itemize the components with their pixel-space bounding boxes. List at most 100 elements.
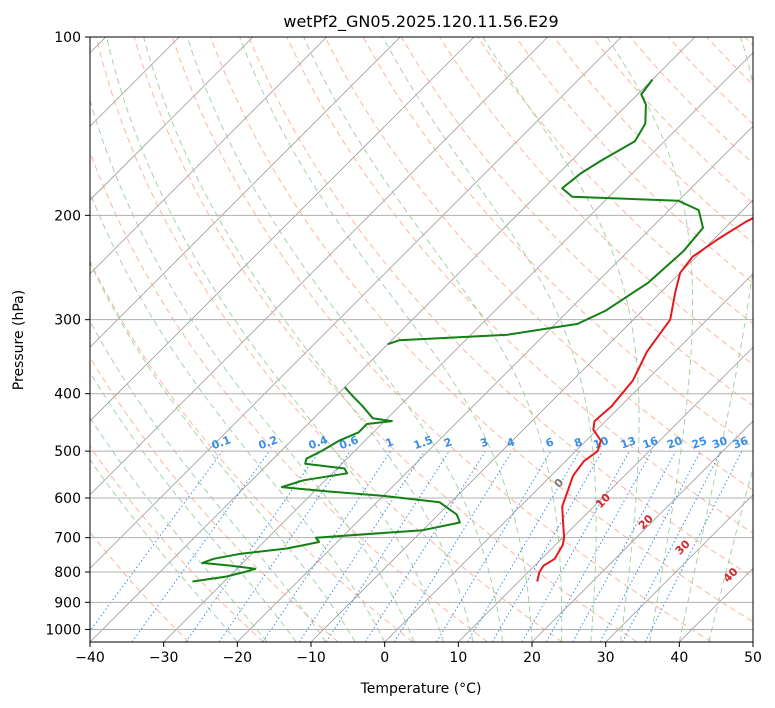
y-tick-label: 500: [54, 444, 81, 460]
profile-series: [192, 79, 753, 583]
moist-adiabat-line: [382, 37, 597, 642]
isotherm-line: [90, 37, 696, 642]
mixing-ratio-line: [572, 450, 677, 642]
isotherm-line: [384, 273, 753, 642]
chart-title: wetPf2_GN05.2025.120.11.56.E29: [283, 12, 558, 32]
mixing-ratio-label: 36: [731, 434, 750, 452]
mixing-ratio-label: 4: [505, 435, 517, 450]
mixing-ratio-label: 1.5: [412, 433, 435, 452]
dewpoint-profile: [387, 79, 704, 346]
moist-adiabat-line: [90, 261, 356, 642]
isotherm-line: [90, 37, 548, 496]
isotherm-line: [90, 37, 622, 569]
moist-adiabat-line: [90, 458, 238, 642]
mixing-ratio-line: [185, 450, 320, 642]
isotherm-line: [237, 125, 753, 642]
isotherm-line: [90, 37, 475, 422]
y-axis-label: Pressure (hPa): [11, 290, 27, 390]
moist-adiabat-line: [678, 37, 753, 642]
mixing-ratio-label: 8: [572, 435, 584, 450]
dry-adiabat-line: [171, 37, 712, 642]
background-lines: [90, 37, 753, 642]
mixing-ratio-label: 2: [442, 435, 454, 450]
y-tick-label: 400: [54, 387, 81, 403]
x-tick-label: 30: [597, 650, 615, 666]
mixing-ratio-label: 3: [478, 435, 490, 450]
x-tick-label: 40: [670, 650, 688, 666]
isotherm-line: [458, 346, 753, 642]
mixing-ratio-line: [325, 450, 450, 642]
dry-adiabat-line: [133, 37, 638, 642]
mixing-ratio-label: 1: [384, 435, 396, 450]
x-axis-label: Temperature (°C): [360, 681, 482, 697]
dry-adiabat-line: [90, 259, 414, 642]
mixing-ratio-label: 25: [690, 434, 709, 451]
moist-adiabat-line: [90, 416, 268, 642]
mixing-ratio-label: 0.2: [257, 433, 280, 452]
mixing-ratio-line: [218, 450, 351, 642]
dry-adiabat-line: [515, 37, 753, 284]
dry-adiabat-line: [286, 37, 753, 534]
mixing-ratio-line: [393, 450, 513, 642]
y-tick-label: 700: [54, 531, 81, 547]
dry-adiabat-line: [90, 445, 264, 642]
moist-adiabat-line: [186, 37, 503, 642]
isotherm-line: [90, 37, 401, 348]
moist-adiabat-line: [239, 37, 533, 642]
isotherm-line: [90, 37, 327, 275]
x-axis-ticks: −40 −30 −20 −10 0 10 20 30 40 50: [75, 642, 762, 666]
x-tick-label: 10: [449, 650, 467, 666]
moist-adiabat-line: [482, 37, 640, 642]
x-tick-label: −20: [223, 650, 253, 666]
temperature-profile: [536, 216, 753, 582]
moist-adiabat-line: [90, 98, 415, 642]
moist-adiabat-line: [606, 37, 694, 642]
dry-adiabat-line: [210, 37, 753, 623]
mixing-ratio-label: 6: [544, 435, 556, 450]
y-tick-label: 100: [54, 30, 81, 46]
isotherm-line: [531, 420, 753, 642]
y-tick-label: 900: [54, 595, 81, 611]
x-tick-label: 50: [744, 650, 762, 666]
mixing-ratio-label: 13: [619, 434, 638, 451]
isotherm-line: [163, 52, 753, 642]
y-tick-label: 300: [54, 313, 81, 329]
mixing-ratio-line: [521, 450, 630, 642]
mixing-ratio-label: 0.4: [307, 433, 330, 452]
dry-adiabat-line: [90, 356, 339, 642]
moist-adiabat-line: [303, 37, 563, 642]
x-tick-label: 20: [523, 650, 541, 666]
mixing-ratio-line: [491, 450, 603, 642]
x-tick-label: −30: [149, 650, 179, 666]
y-tick-label: 1000: [45, 622, 81, 638]
y-tick-label: 200: [54, 208, 81, 224]
dry-adiabat-line: [248, 37, 753, 578]
x-tick-label: 0: [380, 650, 389, 666]
mixing-ratio-line: [435, 450, 552, 642]
moist-adiabat-line: [90, 371, 297, 642]
dewpoint-profile: [192, 386, 461, 583]
mixing-ratio-line: [364, 450, 486, 642]
mixing-ratio-label: 20: [665, 434, 684, 452]
mixing-ratio-label: 16: [641, 434, 660, 452]
mixing-ratio-label: 30: [710, 434, 729, 452]
plot-frame: [89, 36, 754, 643]
y-tick-label: 800: [54, 565, 81, 581]
mixing-ratio-label: 0.1: [210, 433, 233, 452]
dry-adiabat-line: [324, 37, 753, 491]
moist-adiabat-line: [106, 37, 445, 642]
y-tick-label: 600: [54, 491, 81, 507]
moist-adiabat-line: [90, 191, 386, 642]
mixing-ratio-line: [467, 450, 580, 642]
x-tick-label: −10: [296, 650, 326, 666]
y-axis-ticks: 100 200 300 400 500 600 700 800 900 1000: [45, 30, 90, 638]
isotherm-line: [605, 494, 753, 642]
x-tick-label: −40: [75, 650, 105, 666]
isotherm-line: [90, 37, 254, 201]
moist-adiabat-line: [90, 320, 327, 642]
moist-adiabat-line: [708, 466, 753, 642]
dry-adiabat-line: [95, 37, 563, 642]
mixing-ratio-line: [545, 450, 653, 642]
